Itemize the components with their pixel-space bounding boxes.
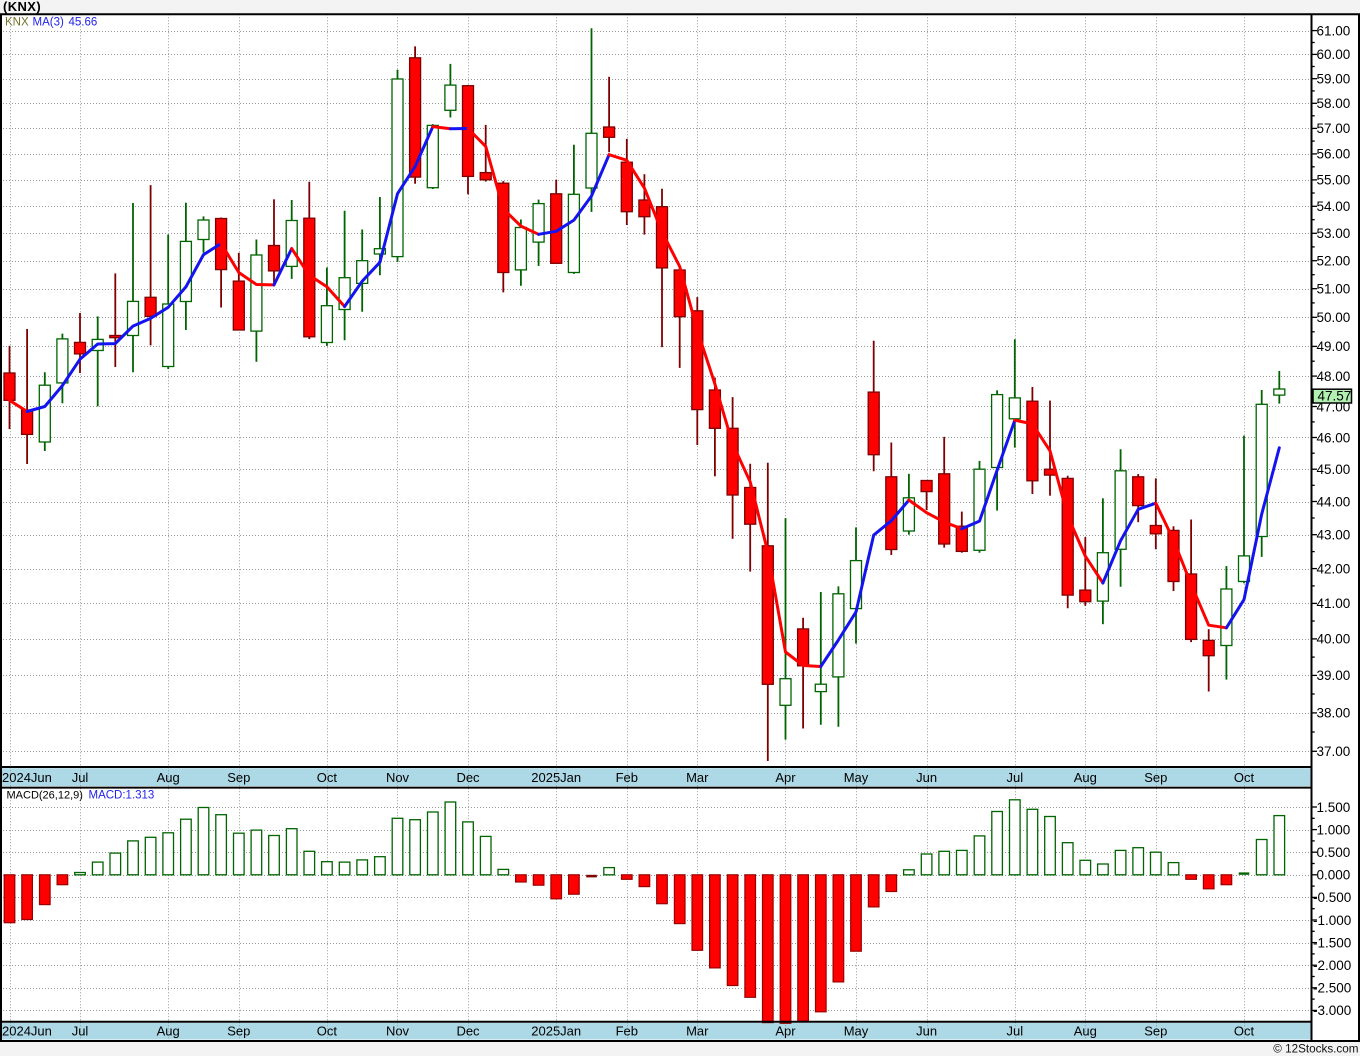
svg-text:-2.500: -2.500 bbox=[1313, 981, 1351, 996]
svg-text:Aug: Aug bbox=[157, 770, 180, 785]
svg-text:48.00: 48.00 bbox=[1317, 369, 1351, 384]
svg-text:-3.000: -3.000 bbox=[1313, 1003, 1351, 1018]
svg-text:Aug: Aug bbox=[1074, 1023, 1097, 1038]
svg-text:-1.500: -1.500 bbox=[1313, 935, 1351, 950]
svg-text:46.00: 46.00 bbox=[1317, 430, 1351, 445]
svg-text:53.00: 53.00 bbox=[1317, 226, 1351, 241]
svg-text:Jul: Jul bbox=[1006, 1023, 1023, 1038]
svg-text:Jun: Jun bbox=[916, 770, 937, 785]
svg-text:Sep: Sep bbox=[1144, 770, 1167, 785]
svg-text:Feb: Feb bbox=[616, 770, 638, 785]
svg-text:37.00: 37.00 bbox=[1317, 744, 1351, 759]
svg-text:Dec: Dec bbox=[456, 770, 480, 785]
svg-text:-2.000: -2.000 bbox=[1313, 958, 1351, 973]
svg-text:Jul: Jul bbox=[72, 770, 89, 785]
svg-text:59.00: 59.00 bbox=[1317, 72, 1351, 87]
svg-text:40.00: 40.00 bbox=[1317, 632, 1351, 647]
svg-text:Mar: Mar bbox=[686, 1023, 709, 1038]
svg-text:51.00: 51.00 bbox=[1317, 282, 1351, 297]
svg-text:55.00: 55.00 bbox=[1317, 173, 1351, 188]
svg-text:0.000: 0.000 bbox=[1317, 868, 1351, 883]
svg-text:45.66: 45.66 bbox=[69, 17, 98, 29]
svg-text:Apr: Apr bbox=[775, 1023, 796, 1038]
svg-text:May: May bbox=[844, 770, 869, 785]
svg-text:49.00: 49.00 bbox=[1317, 339, 1351, 354]
svg-text:Feb: Feb bbox=[616, 1023, 638, 1038]
svg-text:-1.000: -1.000 bbox=[1313, 913, 1351, 928]
svg-text:Sep: Sep bbox=[227, 1023, 250, 1038]
svg-text:(KNX): (KNX) bbox=[3, 0, 41, 14]
svg-text:52.00: 52.00 bbox=[1317, 254, 1351, 269]
svg-text:KNX: KNX bbox=[5, 17, 29, 29]
svg-text:45.00: 45.00 bbox=[1317, 462, 1351, 477]
svg-text:2024Jun: 2024Jun bbox=[2, 1023, 52, 1038]
svg-text:Sep: Sep bbox=[1144, 1023, 1167, 1038]
svg-text:38.00: 38.00 bbox=[1317, 706, 1351, 721]
svg-text:-0.500: -0.500 bbox=[1313, 890, 1351, 905]
svg-text:Nov: Nov bbox=[386, 1023, 410, 1038]
svg-text:56.00: 56.00 bbox=[1317, 147, 1351, 162]
svg-text:Mar: Mar bbox=[686, 770, 709, 785]
svg-text:39.00: 39.00 bbox=[1317, 668, 1351, 683]
svg-text:1.500: 1.500 bbox=[1317, 800, 1351, 815]
svg-text:44.00: 44.00 bbox=[1317, 494, 1351, 509]
svg-text:61.00: 61.00 bbox=[1317, 23, 1351, 38]
svg-text:60.00: 60.00 bbox=[1317, 47, 1351, 62]
svg-text:Oct: Oct bbox=[1234, 1023, 1255, 1038]
svg-text:47.57: 47.57 bbox=[1318, 388, 1352, 403]
svg-text:Aug: Aug bbox=[1074, 770, 1097, 785]
svg-text:© 12Stocks.com: © 12Stocks.com bbox=[1273, 1043, 1358, 1056]
svg-text:Jul: Jul bbox=[1006, 770, 1023, 785]
svg-text:Nov: Nov bbox=[386, 770, 410, 785]
svg-text:57.00: 57.00 bbox=[1317, 121, 1351, 136]
svg-text:54.00: 54.00 bbox=[1317, 199, 1351, 214]
svg-text:Oct: Oct bbox=[317, 1023, 338, 1038]
svg-text:MA(3): MA(3) bbox=[33, 17, 64, 29]
svg-text:Sep: Sep bbox=[227, 770, 250, 785]
svg-text:Jul: Jul bbox=[72, 1023, 89, 1038]
svg-text:0.500: 0.500 bbox=[1317, 845, 1351, 860]
svg-text:43.00: 43.00 bbox=[1317, 528, 1351, 543]
svg-text:Jun: Jun bbox=[916, 1023, 937, 1038]
svg-text:Dec: Dec bbox=[456, 1023, 480, 1038]
svg-text:2025Jan: 2025Jan bbox=[531, 1023, 581, 1038]
svg-text:May: May bbox=[844, 1023, 869, 1038]
svg-text:MACD(26,12,9): MACD(26,12,9) bbox=[7, 790, 83, 802]
svg-text:41.00: 41.00 bbox=[1317, 596, 1351, 611]
svg-text:Oct: Oct bbox=[1234, 770, 1255, 785]
svg-text:50.00: 50.00 bbox=[1317, 310, 1351, 325]
svg-text:58.00: 58.00 bbox=[1317, 96, 1351, 111]
svg-text:1.000: 1.000 bbox=[1317, 822, 1351, 837]
svg-text:MACD:1.313: MACD:1.313 bbox=[89, 790, 155, 802]
svg-text:2025Jan: 2025Jan bbox=[531, 770, 581, 785]
svg-text:Oct: Oct bbox=[317, 770, 338, 785]
svg-text:42.00: 42.00 bbox=[1317, 561, 1351, 576]
svg-text:2024Jun: 2024Jun bbox=[2, 770, 52, 785]
svg-text:Apr: Apr bbox=[775, 770, 796, 785]
svg-text:Aug: Aug bbox=[157, 1023, 180, 1038]
